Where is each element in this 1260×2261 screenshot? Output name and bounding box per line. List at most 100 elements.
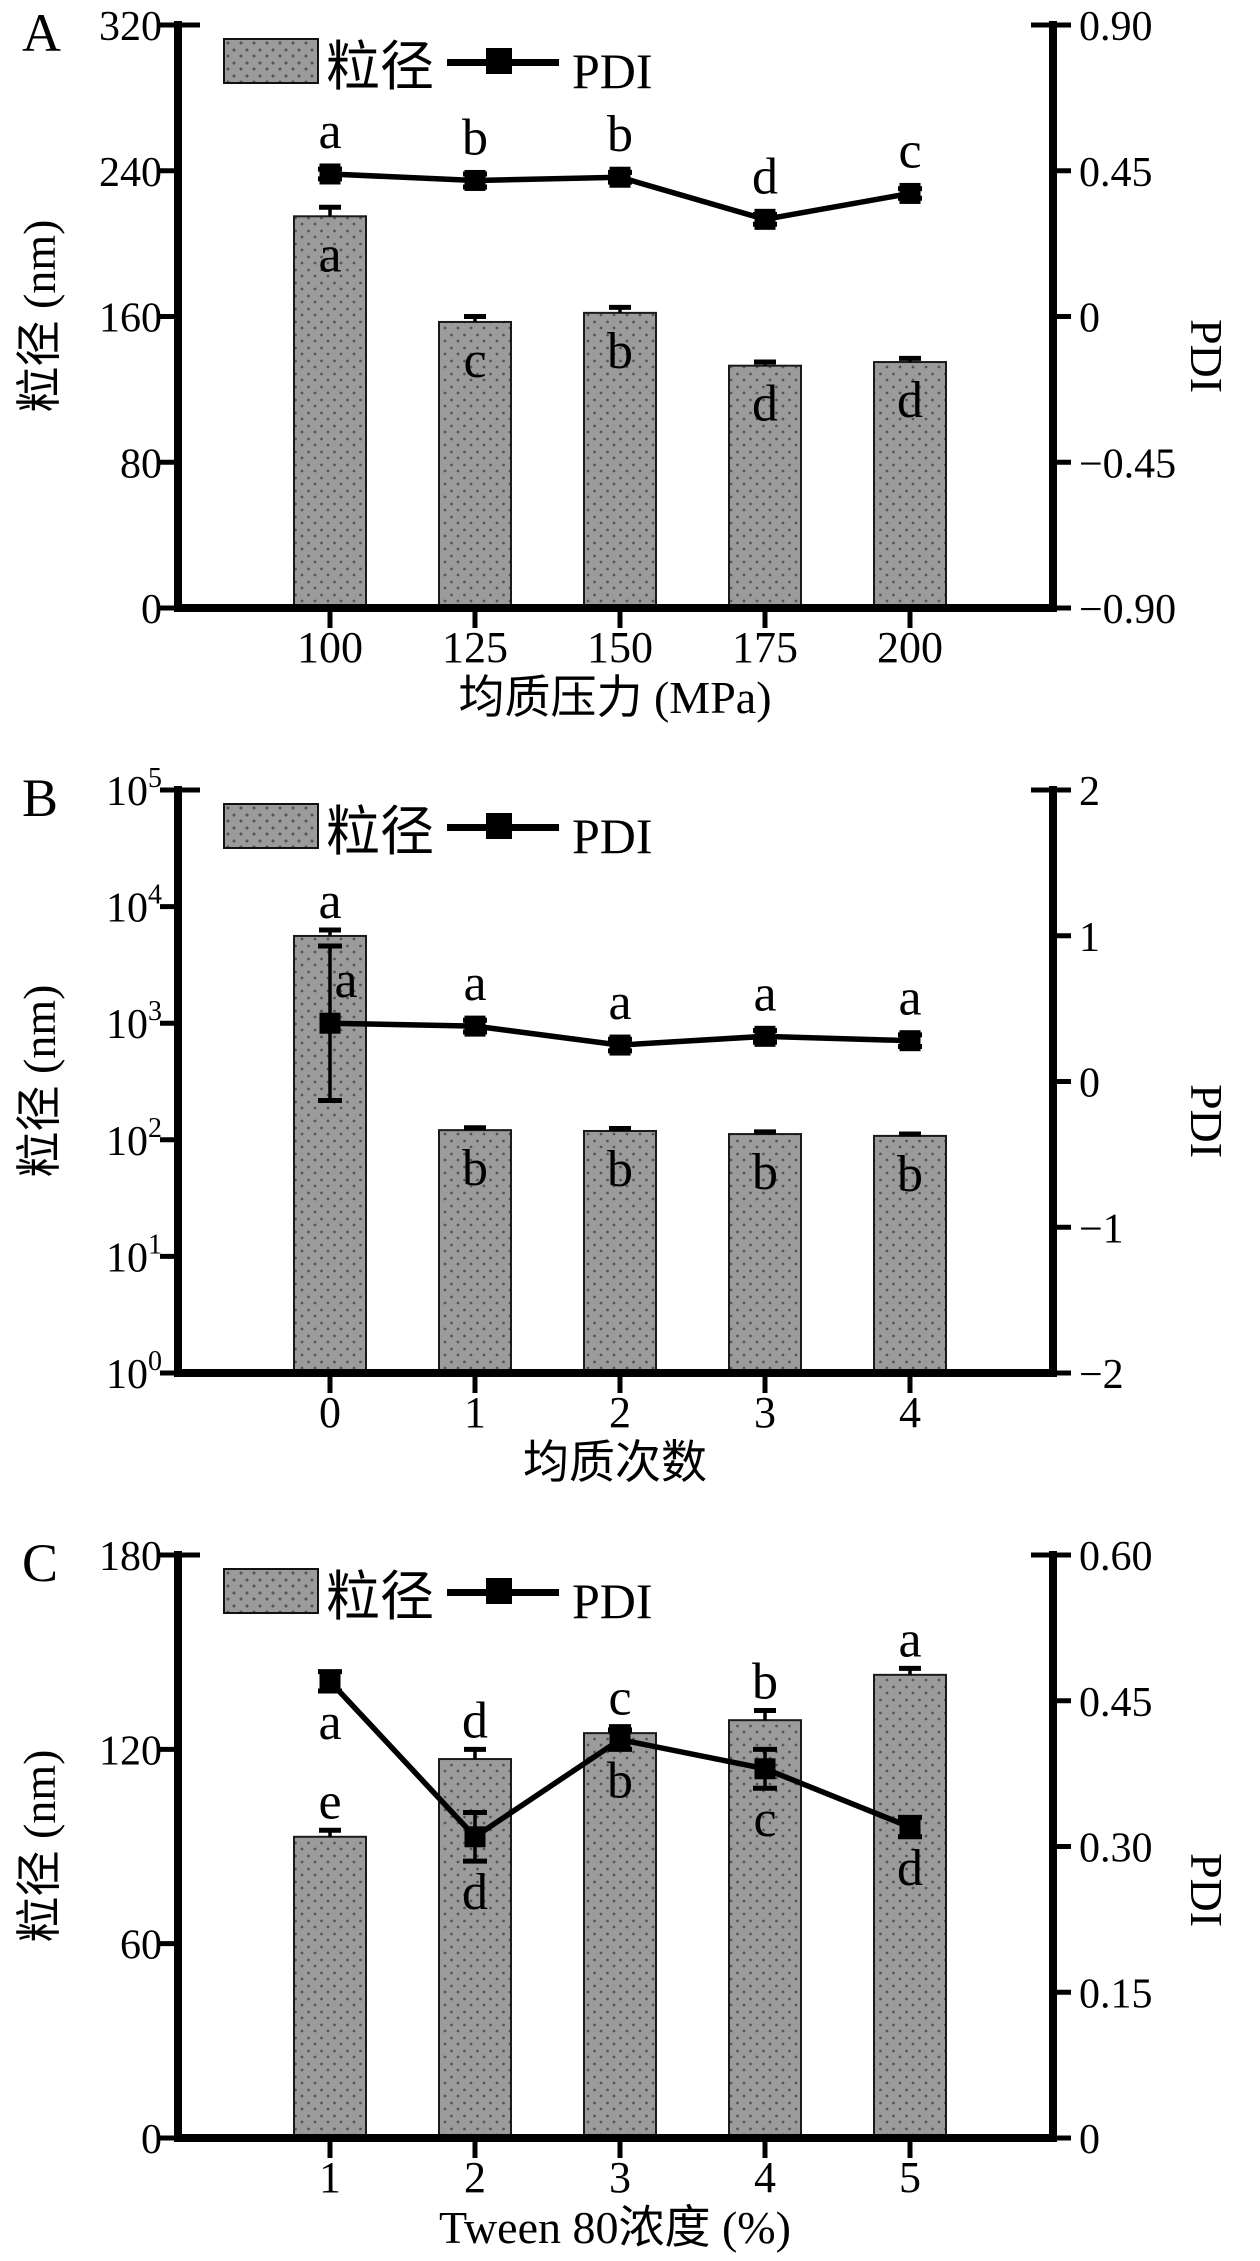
pdi-marker xyxy=(319,1012,341,1034)
bar-sig-letter: a xyxy=(318,226,341,283)
legend-bar-label: 粒径 xyxy=(326,802,434,862)
pdi-marker xyxy=(754,208,776,230)
x-tick-label: 1 xyxy=(319,2153,341,2202)
y-right-tick-label: 0.45 xyxy=(1079,150,1153,196)
pdi-marker xyxy=(609,1034,631,1056)
bar xyxy=(873,361,947,611)
y-right-tick-label: 1 xyxy=(1079,915,1100,961)
pdi-marker xyxy=(319,1670,341,1692)
square-marker-icon xyxy=(486,813,512,839)
x-tick-label: 2 xyxy=(464,2153,486,2202)
y-right-tick-label: 0 xyxy=(1079,296,1100,342)
pdi-sig-letter: d xyxy=(897,1840,923,1897)
pdi-marker xyxy=(609,166,631,188)
y-right-tick-label: −2 xyxy=(1079,1352,1124,1398)
pdi-sig-letter: a xyxy=(753,965,776,1022)
pdi-marker xyxy=(464,1826,486,1848)
pdi-sig-letter: b xyxy=(607,106,633,163)
pdi-sig-letter: c xyxy=(898,122,921,179)
pdi-sig-letter: a xyxy=(334,952,357,1009)
bar xyxy=(583,1129,657,1376)
x-tick-label: 2 xyxy=(609,1388,631,1437)
y-left-tick-label: 101 xyxy=(106,1229,162,1281)
y-right-tick-label: 0 xyxy=(1079,2117,1100,2163)
y-right-tick-label: 2 xyxy=(1079,769,1100,815)
x-tick-label: 4 xyxy=(899,1388,921,1437)
pdi-marker xyxy=(899,1030,921,1052)
y-left-title-c: 粒径 (nm) xyxy=(14,1749,65,1943)
bar xyxy=(293,215,367,611)
y-left-tick-label: 80 xyxy=(120,441,162,487)
pdi-sig-letter: a xyxy=(463,955,486,1012)
y-left-tick-label: 102 xyxy=(106,1113,162,1165)
y-right-tick-label: −0.45 xyxy=(1079,441,1176,487)
panel-letter-b: B xyxy=(22,768,59,828)
x-tick-label: 4 xyxy=(754,2153,776,2202)
bar-sig-letter: d xyxy=(897,372,923,429)
bar-sig-letter: b xyxy=(752,1653,778,1710)
x-title-b: 均质次数 xyxy=(523,1437,707,1488)
x-tick-label: 125 xyxy=(442,623,508,672)
y-right-tick-label: 0 xyxy=(1079,1061,1100,1107)
x-tick-label: 200 xyxy=(877,623,943,672)
panel-letter-a: A xyxy=(22,3,61,63)
legend-line-label: PDI xyxy=(572,808,653,864)
y-left-title-b: 粒径 (nm) xyxy=(14,984,65,1178)
y-right-title-b: PDI xyxy=(1181,1083,1232,1159)
pdi-marker xyxy=(609,1729,631,1751)
pdi-marker xyxy=(464,169,486,191)
y-right-title-c: PDI xyxy=(1181,1852,1232,1928)
y-left-tick-label: 0 xyxy=(141,2117,162,2163)
bar xyxy=(438,1129,512,1376)
y-right-title-a: PDI xyxy=(1181,318,1232,394)
bar-sig-letter: c xyxy=(463,332,486,389)
panel-letter-c: C xyxy=(22,1533,59,1593)
pdi-sig-letter: b xyxy=(607,1752,633,1809)
y-right-tick-label: −0.90 xyxy=(1079,587,1176,633)
y-left-tick-label: 105 xyxy=(106,763,162,815)
pdi-marker xyxy=(464,1015,486,1037)
pdi-sig-letter: a xyxy=(318,1694,341,1751)
bar-sig-letter: b xyxy=(897,1146,923,1203)
y-left-tick-label: 0 xyxy=(141,587,162,633)
y-left-tick-label: 60 xyxy=(120,1923,162,1969)
pdi-marker xyxy=(899,182,921,204)
x-title-c: Tween 80浓度 (%) xyxy=(439,2202,791,2253)
bar-sig-letter: a xyxy=(318,873,341,930)
y-left-tick-label: 104 xyxy=(106,880,162,932)
y-left-tick-label: 320 xyxy=(99,4,162,50)
y-right-tick-label: 0.60 xyxy=(1079,1534,1153,1580)
y-right-tick-label: 0.30 xyxy=(1079,1826,1153,1872)
x-tick-label: 5 xyxy=(899,2153,921,2202)
bar-sig-letter: b xyxy=(607,323,633,380)
y-left-tick-label: 240 xyxy=(99,150,162,196)
bar xyxy=(873,1673,947,2141)
y-left-tick-label: 120 xyxy=(99,1728,162,1774)
x-tick-label: 1 xyxy=(464,1388,486,1437)
x-tick-label: 150 xyxy=(587,623,653,672)
bar xyxy=(728,1133,802,1376)
x-tick-label: 3 xyxy=(609,2153,631,2202)
y-left-tick-label: 160 xyxy=(99,296,162,342)
pdi-sig-letter: d xyxy=(752,148,778,205)
y-right-tick-label: 0.15 xyxy=(1079,1971,1153,2017)
bar-swatch-icon xyxy=(223,1568,319,1614)
y-right-tick-label: 0.90 xyxy=(1079,4,1153,50)
pdi-sig-letter: a xyxy=(898,970,921,1027)
bar-swatch-icon xyxy=(223,803,319,849)
y-left-tick-label: 180 xyxy=(99,1534,162,1580)
pdi-sig-letter: a xyxy=(608,974,631,1031)
bar xyxy=(293,1835,367,2141)
bar-sig-letter: b xyxy=(607,1141,633,1198)
pdi-marker xyxy=(754,1025,776,1047)
y-left-tick-label: 100 xyxy=(106,1346,162,1398)
legend-line-label: PDI xyxy=(572,43,653,99)
bar-sig-letter: d xyxy=(752,376,778,433)
x-tick-label: 175 xyxy=(732,623,798,672)
pdi-sig-letter: b xyxy=(462,109,488,166)
y-right-tick-label: 0.45 xyxy=(1079,1680,1153,1726)
square-marker-icon xyxy=(486,1578,512,1604)
bar-sig-letter: c xyxy=(608,1670,631,1727)
